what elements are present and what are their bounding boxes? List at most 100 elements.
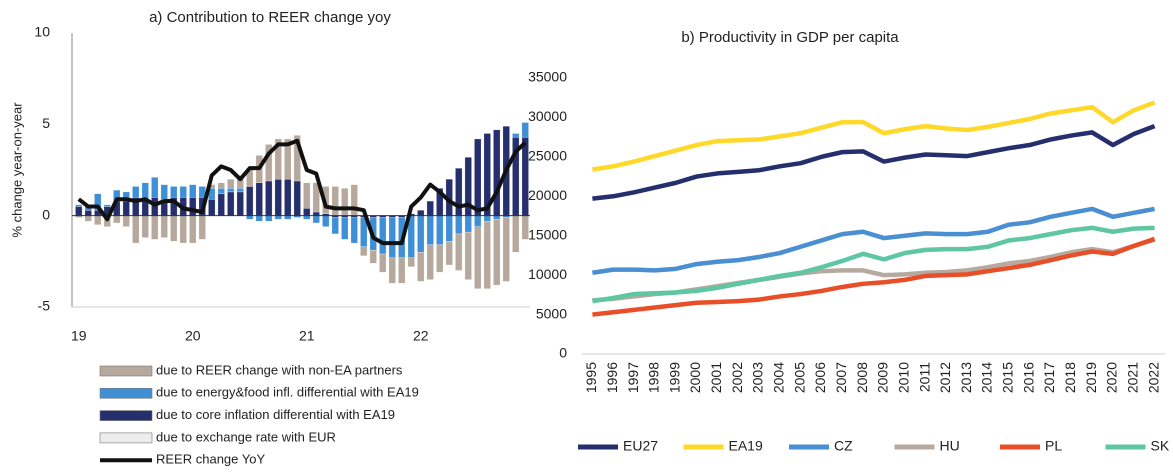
bar-segment (284, 215, 292, 220)
x-tick-label: 21 (299, 328, 315, 344)
legend-label: due to exchange rate with EUR (156, 429, 336, 444)
x-tick-label: 2002 (729, 362, 745, 393)
x-tick-label: 2018 (1062, 362, 1078, 393)
bar-segment (179, 215, 187, 244)
x-tick-label: 2001 (708, 362, 724, 393)
bar-segment (417, 252, 425, 282)
bar-segment (293, 135, 301, 182)
bar-segment (217, 193, 225, 216)
bar-segment (312, 215, 320, 224)
x-tick-label: 2021 (1124, 362, 1140, 393)
y-tick-label: 30000 (528, 108, 567, 124)
y-tick-label: 10 (34, 24, 50, 40)
bar-segment (303, 208, 311, 216)
x-tick-label: 2003 (750, 362, 766, 393)
y-tick-label: 0 (559, 345, 567, 361)
x-tick-label: 2005 (791, 362, 807, 393)
bar-segment (160, 215, 168, 238)
bar-segment (265, 180, 273, 216)
bar-segment (274, 215, 282, 220)
bar-segment (75, 206, 83, 216)
line-series (592, 225, 1155, 304)
bar-segment (227, 178, 235, 189)
bar-segment (474, 138, 482, 216)
bar-segment (113, 215, 121, 224)
bar-segment (464, 215, 472, 233)
legend-label: REER change YoY (156, 452, 265, 467)
y-tick-label: 10000 (528, 266, 567, 282)
bar-segment (122, 200, 130, 216)
bar-segment (417, 215, 425, 253)
chart-title: b) Productivity in GDP per capita (681, 29, 899, 46)
bar-segment (474, 215, 482, 227)
bar-segment (398, 257, 406, 284)
bar-segment (455, 215, 463, 235)
y-tick-label: 15000 (528, 226, 567, 242)
bar-segment (341, 217, 349, 240)
bar-segment (303, 215, 311, 220)
bar-segment (493, 219, 501, 286)
bar-segment (236, 191, 244, 216)
x-tick-label: 2007 (833, 362, 849, 393)
y-axis-label: % change year-on-year (9, 102, 24, 238)
bar-segment (103, 204, 111, 207)
bar-segment (227, 188, 235, 193)
bar-segment (75, 204, 83, 207)
legend-swatch (99, 432, 153, 444)
legend-label: PL (1045, 438, 1062, 454)
bar-segment (227, 191, 235, 216)
bar-segment (407, 257, 415, 267)
bar-segment (436, 215, 444, 246)
bar-segment (493, 215, 501, 220)
bar-segment (189, 215, 197, 244)
x-tick-label: 20 (185, 328, 201, 344)
legend-label: CZ (834, 438, 853, 454)
bar-segment (426, 215, 434, 246)
bar-segment (236, 175, 244, 189)
line-series (592, 206, 1156, 276)
legend-label: EA19 (729, 438, 763, 454)
bar-segment (502, 217, 510, 282)
bar-segment (151, 177, 159, 198)
bar-segment (170, 186, 178, 198)
bar-segment (94, 215, 102, 225)
x-tick-label: 2010 (895, 362, 911, 393)
bar-segment (189, 197, 197, 216)
bar-segment (331, 186, 339, 216)
bar-segment (217, 188, 225, 194)
bar-segment (350, 217, 358, 244)
bar-segment (521, 122, 529, 138)
line-series (592, 236, 1156, 317)
bar-segment (379, 217, 387, 255)
legend-label: due to REER change with non-EA partners (156, 362, 403, 377)
y-tick-label: -5 (38, 298, 51, 314)
bar-segment (265, 144, 273, 182)
bar-segment (170, 215, 178, 242)
x-tick-label: 2012 (937, 362, 953, 393)
bar-segment (312, 211, 320, 216)
bar-segment (379, 253, 387, 273)
x-tick-label: 2008 (854, 362, 870, 393)
bar-segment (284, 178, 292, 216)
bar-segment (132, 215, 140, 244)
x-tick-label: 1996 (604, 362, 620, 393)
bar-segment (274, 178, 282, 216)
chart-title: a) Contribution to REER change yoy (149, 9, 391, 26)
x-tick-label: 2020 (1104, 362, 1120, 393)
bar-segment (122, 215, 130, 227)
bar-segment (303, 182, 311, 209)
bar-segment (141, 215, 149, 238)
bar-segment (84, 215, 92, 222)
line-series (77, 138, 527, 246)
bar-segment (132, 186, 140, 198)
bar-segment (160, 184, 168, 200)
x-tick-label: 2000 (687, 362, 703, 393)
bar-segment (436, 244, 444, 273)
bar-segment (208, 199, 216, 216)
bar-segment (464, 231, 472, 280)
bar-segment (331, 217, 339, 235)
x-tick-label: 22 (413, 328, 429, 344)
bar-segment (265, 215, 273, 222)
bar-segment (246, 186, 254, 216)
bar-segment (360, 246, 368, 257)
